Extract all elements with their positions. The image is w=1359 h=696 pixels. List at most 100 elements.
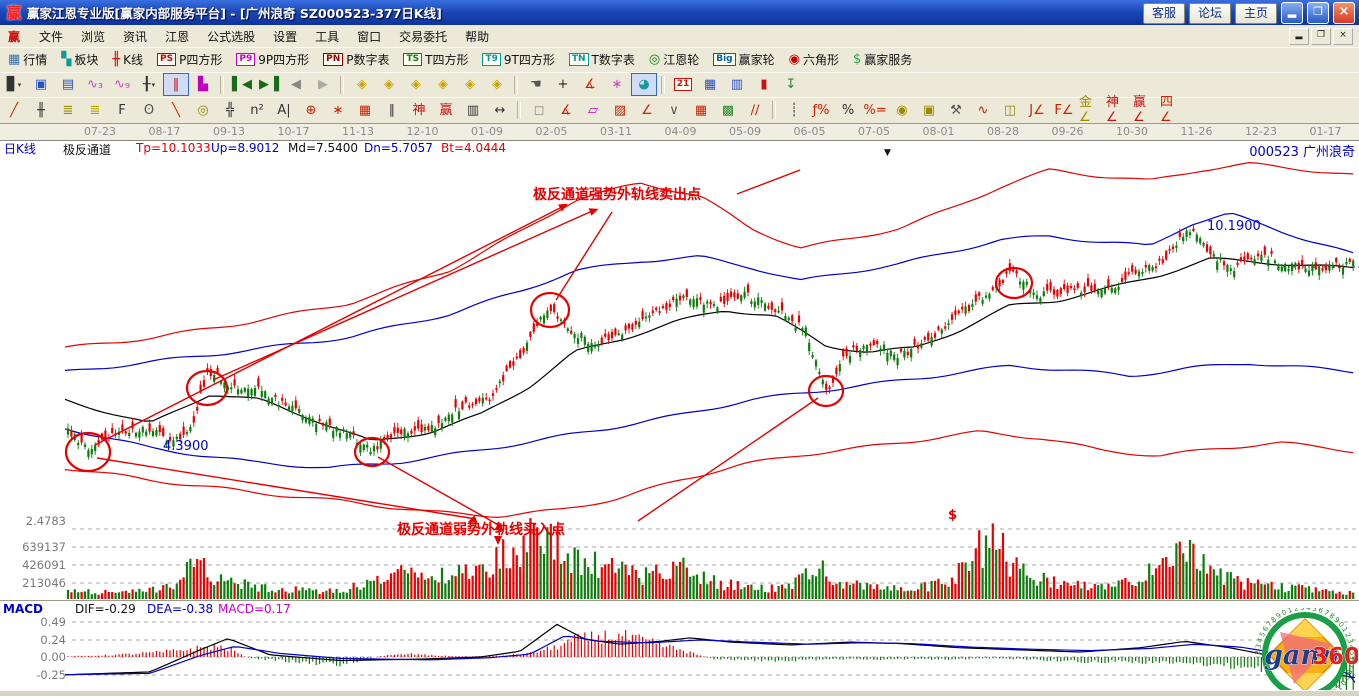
percent-icon[interactable]: % bbox=[835, 99, 861, 122]
close-button[interactable]: × bbox=[1333, 2, 1355, 24]
ying-angle-icon[interactable]: 赢∠ bbox=[1132, 95, 1158, 125]
ying-tool-icon[interactable]: 赢 bbox=[433, 99, 459, 122]
menu-江恩[interactable]: 江恩 bbox=[165, 29, 190, 44]
gold-levels-icon[interactable]: ▣ bbox=[916, 99, 942, 122]
angle-line-icon[interactable]: ∠ bbox=[634, 99, 660, 122]
title-bar[interactable]: 赢 赢家江恩专业版[赢家内部服务平台] - [广州浪奇 SZ000523-377… bbox=[0, 0, 1359, 25]
shen-angle-icon[interactable]: 神∠ bbox=[1105, 95, 1131, 125]
jifan-channel-icon[interactable]: ‖ bbox=[163, 73, 189, 96]
notebook-icon[interactable]: ▥ bbox=[724, 73, 750, 96]
last-page-icon[interactable]: ▶▐ bbox=[256, 73, 282, 96]
four-angle-icon[interactable]: 四∠ bbox=[1159, 95, 1185, 125]
wave-icon[interactable]: ∿ bbox=[970, 99, 996, 122]
compress-all-icon[interactable]: ◈ bbox=[457, 73, 483, 96]
kline-button[interactable]: ╫ K线 bbox=[106, 48, 149, 71]
winner-service-button[interactable]: $ 赢家服务 bbox=[847, 48, 918, 71]
chart-9-icon[interactable]: ∿₉ bbox=[109, 73, 135, 96]
window-style-icon[interactable]: ▣ bbox=[28, 73, 54, 96]
fan-lines-icon[interactable]: ∡ bbox=[553, 99, 579, 122]
dashed-rule-icon[interactable]: ┊ bbox=[781, 99, 807, 122]
next-page-icon[interactable]: ▶ bbox=[310, 73, 336, 96]
period-selector-icon[interactable]: ▊ ▾ bbox=[1, 73, 27, 96]
save-icon[interactable]: ▮ bbox=[751, 73, 777, 96]
expand-x-icon[interactable]: ◈ bbox=[376, 73, 402, 96]
mdi-close-button[interactable]: × bbox=[1333, 28, 1353, 45]
gann-box-icon[interactable]: ▱ bbox=[580, 99, 606, 122]
shen-tool-icon[interactable]: 神 bbox=[406, 99, 432, 122]
menu-资讯[interactable]: 资讯 bbox=[123, 29, 148, 44]
mirror-icon[interactable]: A| bbox=[271, 99, 297, 122]
n-squared-icon[interactable]: n² bbox=[244, 99, 270, 122]
dial-icon[interactable]: ◎ bbox=[190, 99, 216, 122]
winner-wheel-button[interactable]: Big 赢家轮 bbox=[707, 48, 780, 71]
9p-square-button[interactable]: P9 9P四方形 bbox=[230, 48, 315, 71]
gold-box-icon[interactable]: ◫ bbox=[997, 99, 1023, 122]
spiral-icon[interactable]: ʘ bbox=[136, 99, 162, 122]
t-table-button[interactable]: TN T数字表 bbox=[563, 48, 641, 71]
t-square-button[interactable]: TS T四方形 bbox=[397, 48, 474, 71]
forum-button[interactable]: 论坛 bbox=[1188, 2, 1231, 24]
chart-3-icon[interactable]: ∿₃ bbox=[82, 73, 108, 96]
prev-page-icon[interactable]: ◀ bbox=[283, 73, 309, 96]
menu-帮助[interactable]: 帮助 bbox=[465, 29, 490, 44]
indicator-name[interactable]: 极反通道 bbox=[63, 143, 112, 157]
gold-circle-icon[interactable]: ◉ bbox=[889, 99, 915, 122]
gold-ruler-b-icon[interactable]: ≣ bbox=[82, 99, 108, 122]
expand-y-icon[interactable]: ◈ bbox=[430, 73, 456, 96]
compress-y-icon[interactable]: ◈ bbox=[403, 73, 429, 96]
gann-grid-icon[interactable]: ▦ bbox=[352, 99, 378, 122]
export-icon[interactable]: ↧ bbox=[778, 73, 804, 96]
percent-levels-icon[interactable]: %= bbox=[862, 99, 888, 122]
thinking-tool-icon[interactable]: ◕ bbox=[631, 73, 657, 96]
gold-angle-icon[interactable]: 金∠ bbox=[1078, 95, 1104, 125]
mdi-minimize-button[interactable]: ▂ bbox=[1289, 28, 1309, 45]
starburst-icon[interactable]: ∗ bbox=[325, 99, 351, 122]
grid-green-icon[interactable]: ▩ bbox=[715, 99, 741, 122]
f-angle-icon[interactable]: F∠ bbox=[1051, 99, 1077, 122]
gavel-icon[interactable]: ⚒ bbox=[943, 99, 969, 122]
target-icon[interactable]: ⊕ bbox=[298, 99, 324, 122]
gann-wheel-button[interactable]: ◎ 江恩轮 bbox=[643, 48, 705, 71]
minimize-button[interactable]: ▂ bbox=[1281, 2, 1303, 24]
sectors-button[interactable]: ▚ 板块 bbox=[55, 48, 104, 71]
info-panel-icon[interactable]: ▤ bbox=[55, 73, 81, 96]
shaded-box-icon[interactable]: ▨ bbox=[607, 99, 633, 122]
candle-style-icon[interactable]: ╂ ▾ bbox=[136, 73, 162, 96]
fine-comb-icon[interactable]: ╬ bbox=[217, 99, 243, 122]
crosshair-tool-icon[interactable]: + bbox=[550, 73, 576, 96]
menu-浏览[interactable]: 浏览 bbox=[81, 29, 106, 44]
calendar-icon[interactable]: 21 bbox=[670, 73, 696, 96]
color-kline-icon[interactable]: ▙ bbox=[190, 73, 216, 96]
9t-square-button[interactable]: T9 9T四方形 bbox=[476, 48, 560, 71]
macd-indicator-name[interactable]: MACD bbox=[3, 602, 43, 616]
ruler-123-icon[interactable]: ▥ bbox=[460, 99, 486, 122]
menu-文件[interactable]: 文件 bbox=[39, 29, 64, 44]
zigzag-icon[interactable]: ∨ bbox=[661, 99, 687, 122]
pencil-icon[interactable]: ╱ bbox=[1, 99, 27, 122]
width-measure-icon[interactable]: ↔ bbox=[487, 99, 513, 122]
p-table-button[interactable]: PN P数字表 bbox=[317, 48, 395, 71]
compress-x-icon[interactable]: ◈ bbox=[349, 73, 375, 96]
gann-flower-icon[interactable]: ∗ bbox=[604, 73, 630, 96]
first-page-icon[interactable]: ▌◀ bbox=[229, 73, 255, 96]
mdi-restore-button[interactable]: ❐ bbox=[1311, 28, 1331, 45]
fib-percent-icon[interactable]: ƒ% bbox=[808, 99, 834, 122]
p-square-button[interactable]: PS P四方形 bbox=[151, 48, 228, 71]
gold-ruler-a-icon[interactable]: ≣ bbox=[55, 99, 81, 122]
quotes-button[interactable]: ▦ 行情 bbox=[2, 48, 53, 71]
restore-button[interactable]: ❐ bbox=[1307, 2, 1329, 24]
angle-tool-icon[interactable]: ∡ bbox=[577, 73, 603, 96]
parallel-icon[interactable]: ∕∕ bbox=[742, 99, 768, 122]
homepage-button[interactable]: 主页 bbox=[1234, 2, 1277, 24]
j-angle-icon[interactable]: J∠ bbox=[1024, 99, 1050, 122]
f-ruler-icon[interactable]: F bbox=[109, 99, 135, 122]
comb-lines-icon[interactable]: ╫ bbox=[28, 99, 54, 122]
menu-窗口[interactable]: 窗口 bbox=[357, 29, 382, 44]
menu-公式选股[interactable]: 公式选股 bbox=[207, 29, 256, 44]
hexagon-button[interactable]: ◉ 六角形 bbox=[783, 48, 845, 71]
k-count-icon[interactable]: ∥ bbox=[379, 99, 405, 122]
expand-all-icon[interactable]: ◈ bbox=[484, 73, 510, 96]
hand-tool-icon[interactable]: ☚ bbox=[523, 73, 549, 96]
calculator-icon[interactable]: ▦ bbox=[697, 73, 723, 96]
